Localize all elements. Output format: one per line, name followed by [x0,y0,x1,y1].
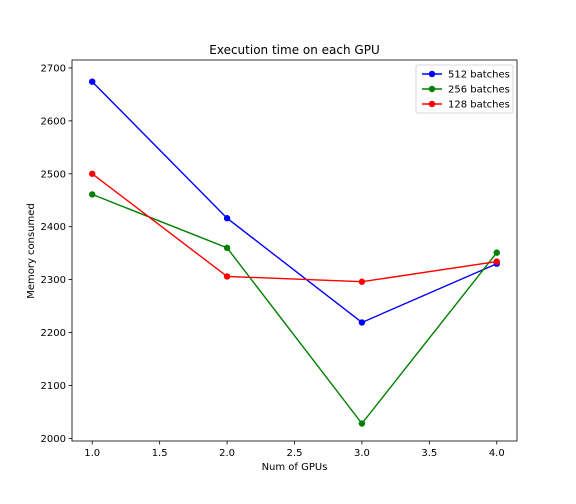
x-tick-label: 1.5 [152,448,168,459]
legend-box [415,64,514,114]
y-tick-label: 2300 [41,275,66,286]
chart-title: Execution time on each GPU [209,43,379,57]
x-tick-label: 3.5 [421,448,437,459]
data-point [493,258,500,265]
data-point [223,273,231,280]
x-tick-label: 1.0 [84,448,100,459]
x-tick-label: 2.5 [287,448,303,459]
series-line-1 [91,193,498,425]
x-tick-label: 4.0 [489,448,505,459]
legend-label: 512 batches [448,70,510,81]
x-tick-label: 3.0 [354,448,370,459]
y-tick-label: 2700 [41,63,66,74]
y-tick-label: 2500 [41,169,66,180]
legend-label: 256 batches [448,85,510,96]
legend-label: 128 batches [448,100,510,111]
data-point [493,249,500,256]
legend: 512 batches 256 batches 128 batches [415,64,514,114]
legend-marker [428,70,436,78]
data-point [358,319,366,326]
data-point [89,78,96,85]
y-tick-label: 2200 [41,328,66,339]
data-point [89,170,96,177]
data-point [358,278,366,285]
series-line-2 [91,173,497,283]
y-axis-label: Memory consumed [26,203,37,299]
plot-area: 1.0 1.5 2.0 2.5 3.0 3.5 4.0 2000 2100 2200 2300 240… [41,59,518,459]
legend-marker [428,100,436,108]
data-point [223,215,231,222]
y-tick-label: 2400 [41,222,66,233]
data-point [89,191,96,198]
y-tick-label: 2000 [41,434,66,445]
x-axis-label: Num of GPUs [262,462,328,473]
y-tick-label: 2600 [41,116,66,127]
data-point [358,420,366,427]
series-line-0 [91,81,498,324]
y-tick-label: 2100 [41,381,66,392]
data-point [223,244,231,252]
legend-marker [428,85,436,93]
x-tick-label: 2.0 [219,448,235,459]
